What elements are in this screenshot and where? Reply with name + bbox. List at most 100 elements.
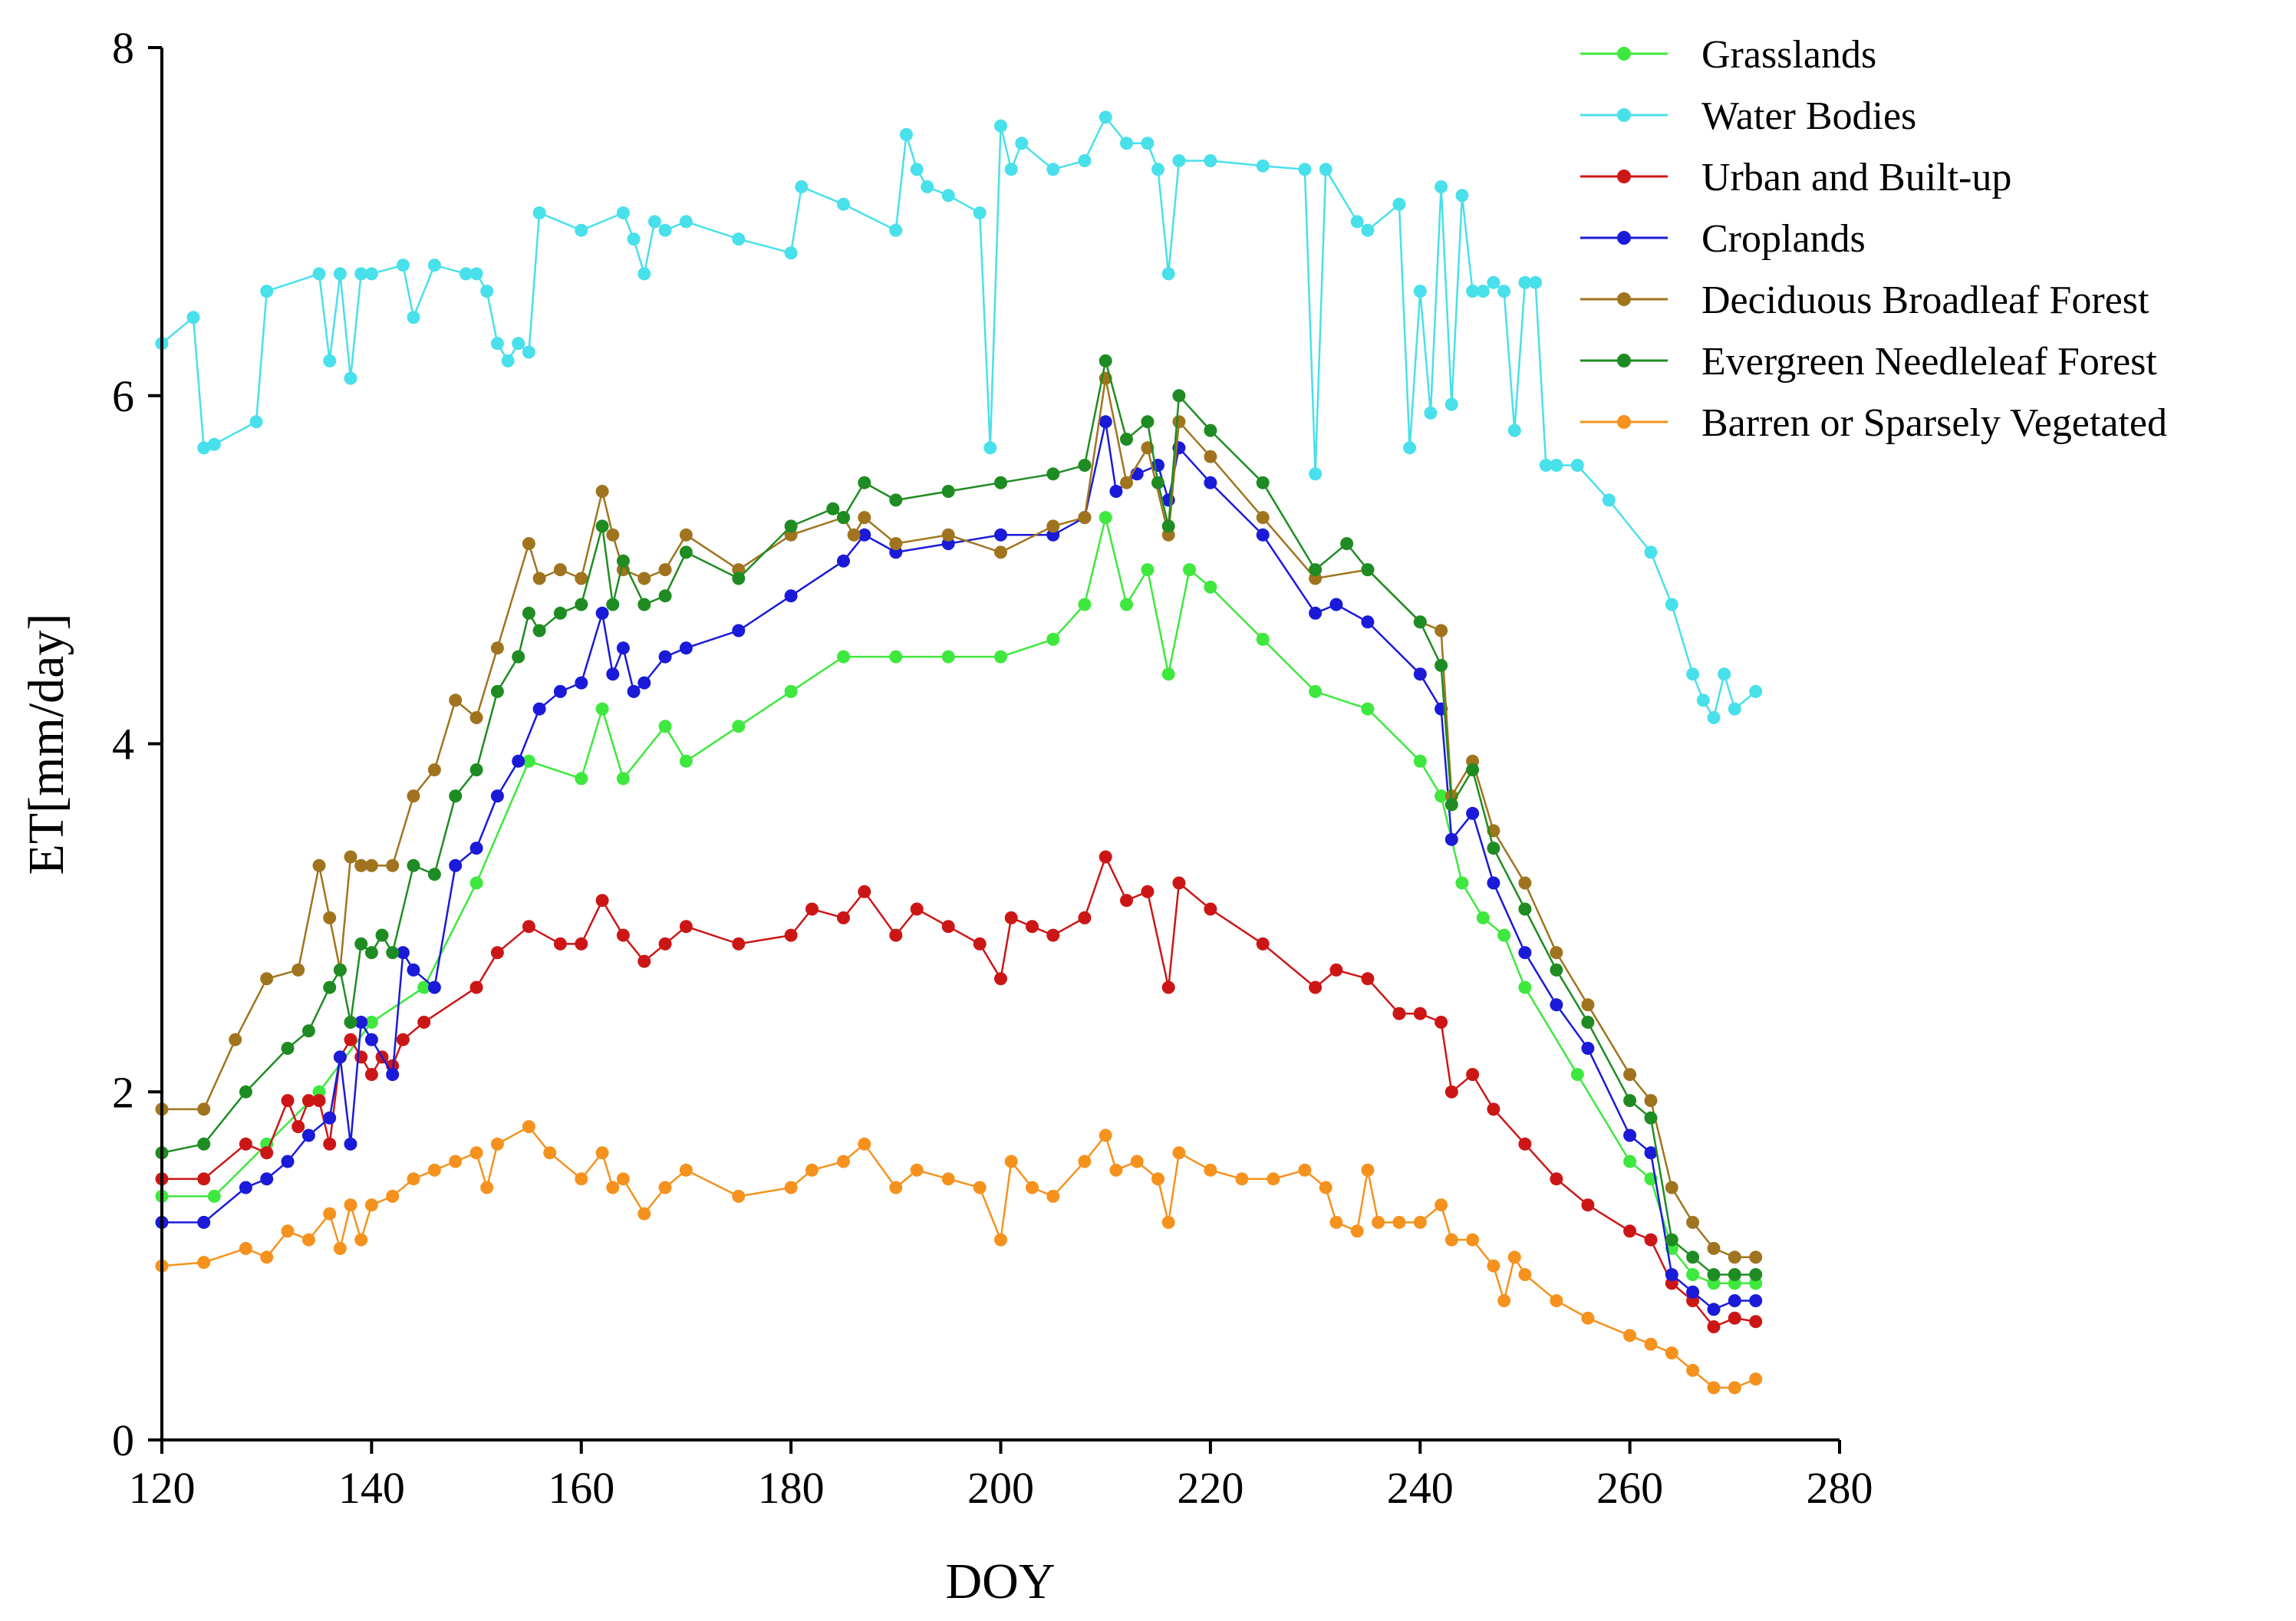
- data-point: [1099, 354, 1112, 367]
- x-tick-label: 280: [1807, 1463, 1873, 1513]
- data-point: [921, 180, 934, 193]
- data-point: [637, 598, 651, 611]
- data-point: [1319, 1181, 1332, 1194]
- legend-swatch-marker: [1617, 170, 1631, 183]
- data-point: [889, 650, 903, 664]
- data-point: [427, 980, 441, 994]
- x-tick-label: 240: [1387, 1463, 1454, 1513]
- data-point: [364, 858, 378, 872]
- data-point: [1361, 702, 1375, 716]
- data-point: [1099, 1128, 1112, 1142]
- data-point: [941, 528, 955, 542]
- data-point: [501, 354, 515, 367]
- data-point: [941, 920, 955, 934]
- data-point: [616, 206, 630, 219]
- data-point: [354, 937, 368, 951]
- data-point: [323, 980, 337, 994]
- data-point: [1435, 789, 1448, 803]
- data-point: [1507, 423, 1521, 437]
- legend-label: Croplands: [1701, 217, 1866, 261]
- data-point: [1435, 1016, 1448, 1029]
- data-point: [417, 1016, 431, 1029]
- data-point: [1435, 1198, 1448, 1212]
- data-point: [1665, 1268, 1678, 1281]
- data-point: [407, 1172, 420, 1186]
- data-point: [1361, 1163, 1375, 1177]
- data-point: [595, 894, 609, 908]
- data-point: [1046, 519, 1060, 533]
- data-point: [1686, 1250, 1700, 1264]
- data-point: [1435, 658, 1448, 672]
- data-point: [575, 1172, 588, 1186]
- legend-item: Urban and Built-up: [1580, 156, 2011, 199]
- data-point: [1466, 763, 1480, 776]
- data-point: [1204, 580, 1217, 594]
- data-point: [1749, 1294, 1763, 1307]
- data-point: [595, 606, 609, 620]
- data-point: [312, 267, 326, 281]
- data-point: [386, 946, 400, 960]
- data-point: [606, 667, 620, 681]
- data-point: [575, 937, 588, 951]
- data-point: [1267, 1172, 1280, 1186]
- data-point: [1204, 902, 1217, 916]
- data-point: [469, 763, 483, 776]
- data-point: [1141, 137, 1155, 150]
- data-point: [553, 606, 567, 620]
- data-point: [679, 920, 693, 934]
- data-point: [449, 694, 463, 707]
- data-point: [1141, 885, 1155, 898]
- data-point: [994, 119, 1007, 133]
- data-point: [837, 197, 850, 211]
- data-point: [1109, 1163, 1123, 1177]
- data-point: [344, 850, 357, 864]
- data-point: [606, 1181, 620, 1194]
- legend-label: Water Bodies: [1701, 94, 1916, 138]
- data-point: [616, 772, 630, 786]
- data-point: [1235, 1172, 1249, 1186]
- data-point: [396, 259, 410, 272]
- legend-item: Barren or Sparsely Vegetated: [1580, 401, 2167, 445]
- y-ticks: 0 2 4 6 8: [112, 23, 162, 1465]
- data-point: [1424, 406, 1438, 420]
- data-point: [941, 650, 955, 664]
- data-point: [1372, 1215, 1385, 1229]
- data-point: [1728, 702, 1741, 716]
- data-point: [1686, 1285, 1700, 1299]
- data-point: [1256, 476, 1270, 489]
- data-point: [364, 1033, 378, 1046]
- data-point: [512, 650, 525, 664]
- data-point: [1550, 998, 1563, 1012]
- series-grasslands: [155, 511, 1763, 1290]
- data-point: [1298, 163, 1312, 176]
- data-point: [679, 1163, 693, 1177]
- data-point: [1350, 1224, 1364, 1238]
- data-point: [354, 1050, 368, 1064]
- data-point: [1550, 946, 1563, 960]
- data-point: [679, 641, 693, 655]
- y-tick-label: 4: [112, 720, 134, 769]
- data-point: [197, 441, 211, 455]
- data-point: [522, 537, 535, 551]
- data-point: [784, 928, 798, 942]
- y-tick-label: 0: [112, 1415, 134, 1465]
- data-point: [1644, 1337, 1658, 1351]
- data-point: [1602, 493, 1616, 507]
- data-point: [490, 641, 504, 655]
- data-point: [637, 267, 651, 281]
- data-point: [553, 563, 567, 577]
- data-point: [784, 1181, 798, 1194]
- data-point: [994, 972, 1007, 986]
- x-tick-label: 120: [129, 1463, 196, 1513]
- data-point: [197, 1256, 211, 1270]
- data-point: [1161, 980, 1175, 994]
- data-point: [1728, 1250, 1741, 1264]
- data-point: [889, 493, 903, 507]
- data-point: [1686, 667, 1700, 681]
- data-point: [858, 511, 871, 525]
- data-point: [1078, 1155, 1092, 1168]
- data-point: [1466, 806, 1480, 820]
- data-point: [858, 885, 871, 898]
- data-point: [407, 789, 420, 803]
